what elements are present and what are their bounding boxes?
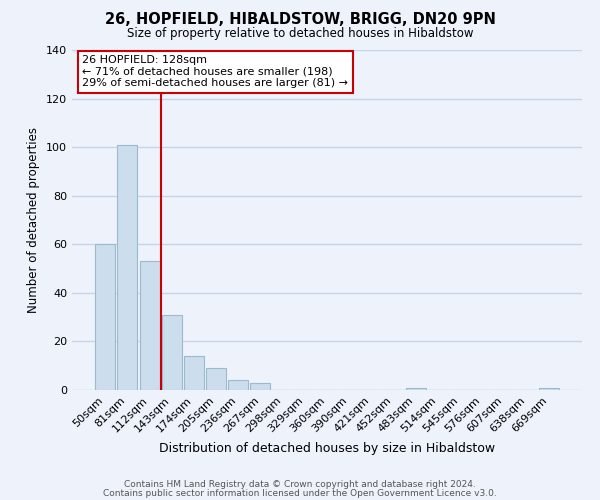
Bar bbox=[184, 356, 204, 390]
Bar bbox=[95, 244, 115, 390]
Text: Contains HM Land Registry data © Crown copyright and database right 2024.: Contains HM Land Registry data © Crown c… bbox=[124, 480, 476, 489]
Y-axis label: Number of detached properties: Number of detached properties bbox=[28, 127, 40, 313]
Bar bbox=[228, 380, 248, 390]
Text: Size of property relative to detached houses in Hibaldstow: Size of property relative to detached ho… bbox=[127, 28, 473, 40]
Bar bbox=[539, 388, 559, 390]
Bar bbox=[118, 144, 137, 390]
Text: Contains public sector information licensed under the Open Government Licence v3: Contains public sector information licen… bbox=[103, 488, 497, 498]
Bar bbox=[162, 314, 182, 390]
Text: 26, HOPFIELD, HIBALDSTOW, BRIGG, DN20 9PN: 26, HOPFIELD, HIBALDSTOW, BRIGG, DN20 9P… bbox=[104, 12, 496, 28]
Bar bbox=[406, 388, 426, 390]
Bar bbox=[250, 382, 271, 390]
X-axis label: Distribution of detached houses by size in Hibaldstow: Distribution of detached houses by size … bbox=[159, 442, 495, 455]
Text: 26 HOPFIELD: 128sqm
← 71% of detached houses are smaller (198)
29% of semi-detac: 26 HOPFIELD: 128sqm ← 71% of detached ho… bbox=[82, 55, 348, 88]
Bar bbox=[206, 368, 226, 390]
Bar bbox=[140, 262, 160, 390]
